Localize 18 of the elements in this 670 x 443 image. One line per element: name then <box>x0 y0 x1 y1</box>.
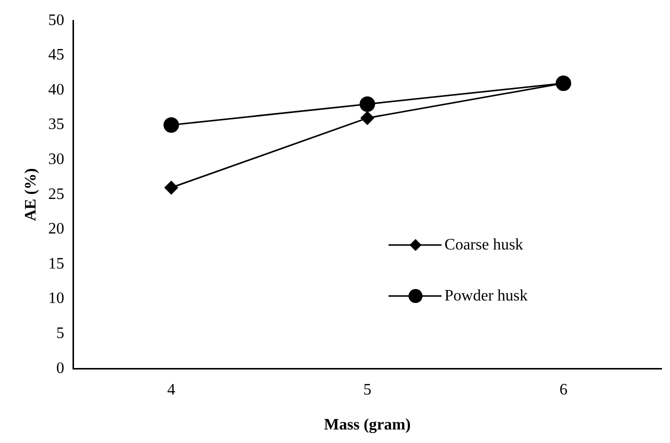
y-tick-label: 30 <box>48 151 64 168</box>
y-tick-label: 20 <box>48 220 64 238</box>
y-tick-label: 5 <box>56 325 64 342</box>
x-tick-label: 5 <box>363 381 372 398</box>
legend-label: Powder husk <box>444 287 528 304</box>
y-tick-label: 40 <box>48 81 64 98</box>
y-tick-label: 50 <box>48 12 64 29</box>
y-tick-label: 15 <box>48 255 64 272</box>
x-tick-label: 4 <box>167 381 176 398</box>
y-tick-label: 45 <box>48 46 64 64</box>
y-axis-title: AE (%) <box>22 168 40 222</box>
x-axis-title: Mass (gram) <box>324 416 411 434</box>
y-tick-label: 35 <box>48 116 64 134</box>
y-tick-label: 10 <box>48 290 64 308</box>
legend-label: Coarse husk <box>444 236 524 254</box>
y-tick-label: 25 <box>48 186 64 203</box>
x-tick-label: 6 <box>559 381 568 398</box>
y-tick-label: 0 <box>56 360 64 377</box>
